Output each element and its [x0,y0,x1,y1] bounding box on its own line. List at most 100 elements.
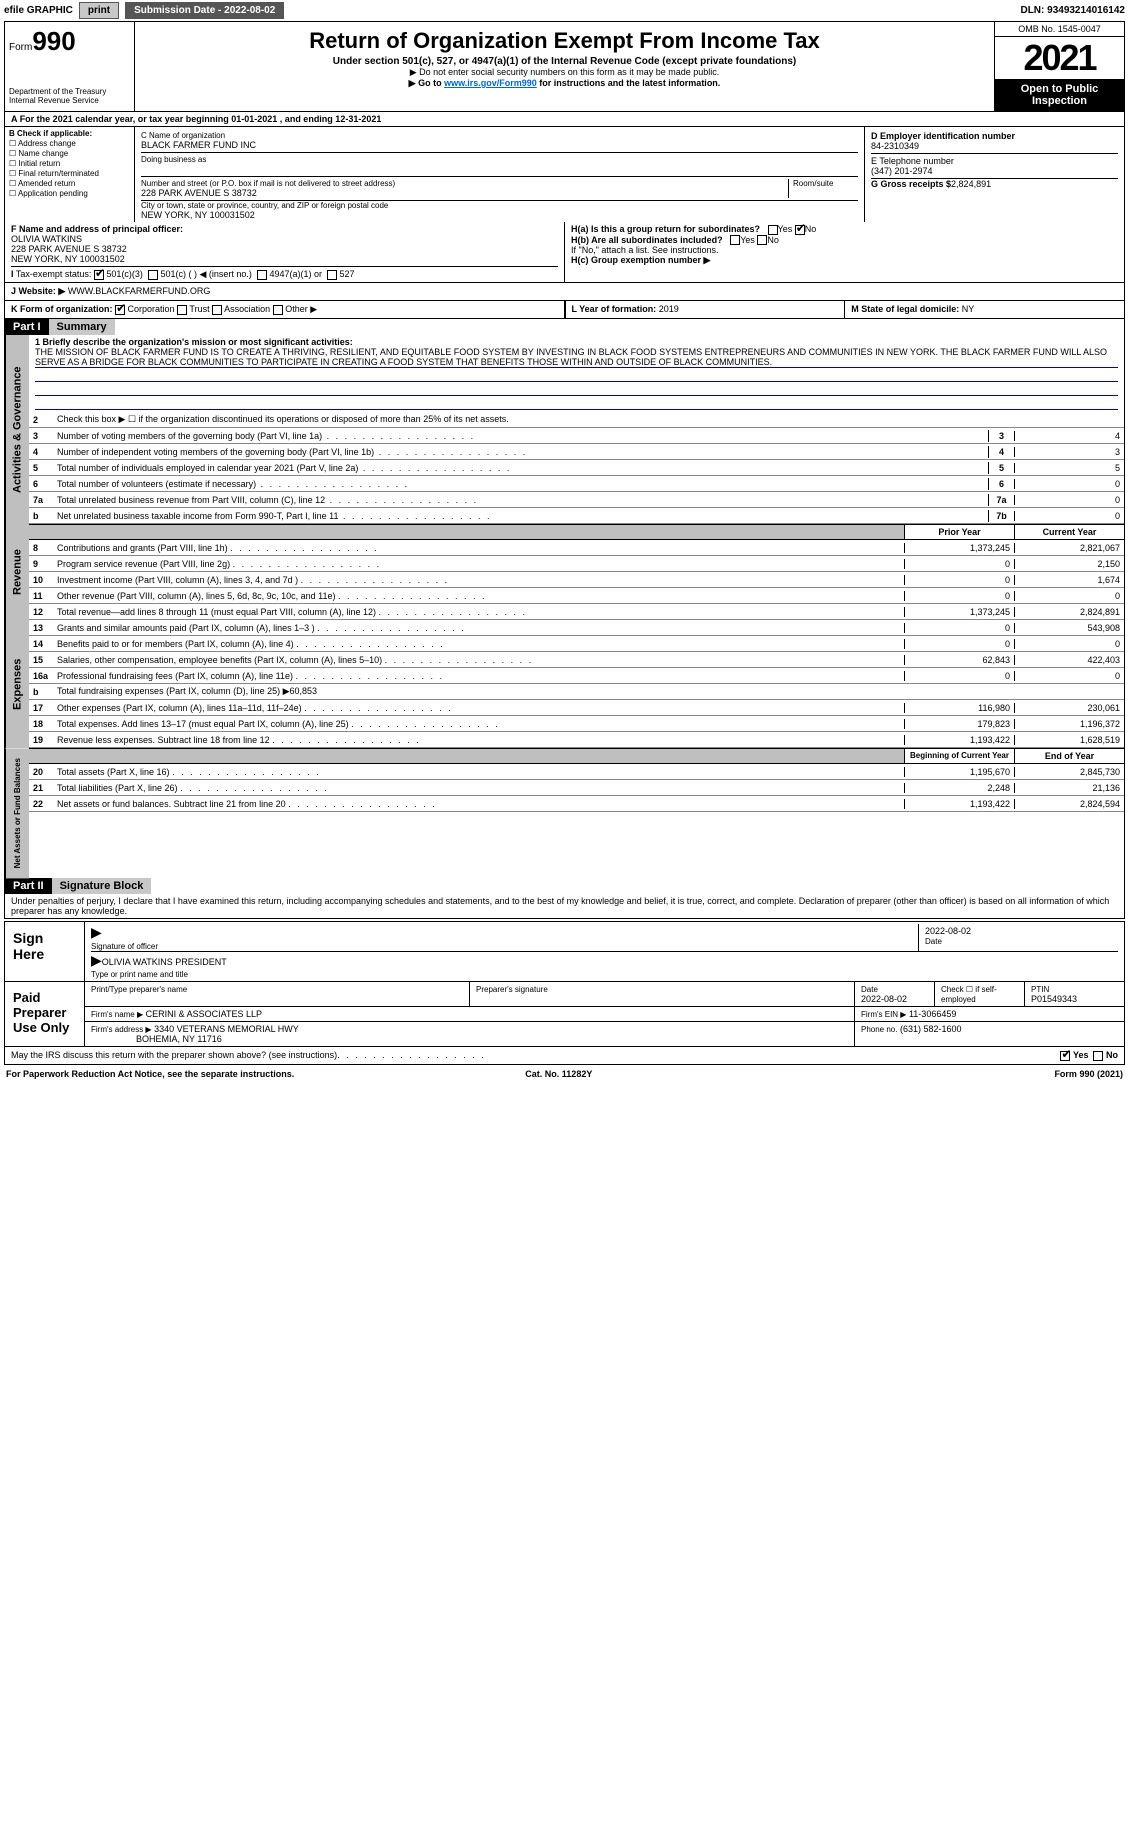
note1: ▶ Do not enter social security numbers o… [139,67,990,78]
self-emp-lbl: Check ☐ if self-employed [941,985,997,1004]
period-text: For the 2021 calendar year, or tax year … [20,114,382,124]
chk-pending[interactable]: ☐ Application pending [9,189,130,198]
chk-4947[interactable] [257,270,267,280]
submission-button[interactable]: Submission Date - 2022-08-02 [125,2,284,19]
ptin-val: P01549343 [1031,994,1077,1004]
phone-val: (347) 201-2974 [871,166,933,176]
mission-text: THE MISSION OF BLACK FARMER FUND IS TO C… [35,347,1118,368]
firm-phone-lbl: Phone no. [861,1025,897,1034]
chk-trust[interactable] [177,305,187,315]
dept-label: Department of the Treasury [9,87,130,96]
line: 11Other revenue (Part VIII, column (A), … [29,588,1124,604]
block-fgh: F Name and address of principal officer:… [5,222,1124,283]
part1-exp: Expenses 13Grants and similar amounts pa… [5,620,1124,748]
dba-lbl: Doing business as [141,155,858,164]
beg-hdr: Beginning of Current Year [904,748,1014,764]
box-m: M State of legal domicile: NY [844,301,1124,318]
footer-right: Form 990 (2021) [1054,1069,1123,1079]
box-a: A [11,114,17,124]
officer-addr2: NEW YORK, NY 100031502 [11,254,125,264]
gross-val: 2,824,891 [951,179,991,189]
h-note: If "No," attach a list. See instructions… [571,245,1118,255]
line: 17Other expenses (Part IX, column (A), l… [29,700,1124,716]
line: 6Total number of volunteers (estimate if… [29,476,1124,492]
ha-no[interactable] [795,225,805,235]
tax-status-lbl: Tax-exempt status: [16,269,92,279]
discuss-no[interactable] [1093,1051,1103,1061]
chk-final[interactable]: ☐ Final return/terminated [9,169,130,178]
hb-yes[interactable] [730,235,740,245]
phone-lbl: E Telephone number [871,156,954,166]
sidebar-net: Net Assets or Fund Balances [5,748,29,878]
line: 4Number of independent voting members of… [29,444,1124,460]
end-hdr: End of Year [1014,748,1124,764]
box-k: K Form of organization: Corporation Trus… [5,301,565,318]
chk-amended[interactable]: ☐ Amended return [9,179,130,188]
line: bNet unrelated business taxable income f… [29,508,1124,524]
part1-gov: Activities & Governance 1 Briefly descri… [5,335,1124,524]
chk-corp[interactable] [115,305,125,315]
row-klm: K Form of organization: Corporation Trus… [5,301,1124,319]
block-bcde: B Check if applicable: ☐ Address change … [5,127,1124,222]
box-b-label: B Check if applicable: [9,129,92,138]
website-lbl: Website: ▶ [19,286,66,296]
chk-assoc[interactable] [212,305,222,315]
chk-527[interactable] [327,270,337,280]
box-h: H(a) Is this a group return for subordin… [565,222,1124,282]
box-i: I Tax-exempt status: 501(c)(3) 501(c) ( … [11,266,558,280]
irs-link[interactable]: www.irs.gov/Form990 [444,78,537,88]
name-lbl: Type or print name and title [91,970,188,979]
line: 21Total liabilities (Part X, line 26) 2,… [29,780,1124,796]
chk-501c3[interactable] [94,270,104,280]
curr-hdr: Current Year [1014,524,1124,540]
note2-prefix: ▶ Go to [409,78,444,88]
form-title: Return of Organization Exempt From Incom… [139,28,990,54]
firm-lbl: Firm's name ▶ [91,1010,143,1019]
line: 10Investment income (Part VIII, column (… [29,572,1124,588]
row-j: J Website: ▶ WWW.BLACKFARMERFUND.ORG [5,283,1124,301]
ha-yes[interactable] [768,225,778,235]
city-lbl: City or town, state or province, country… [141,201,858,210]
tax-year: 2021 [995,37,1124,79]
part1-rev: Revenue Prior YearCurrent Year 8Contribu… [5,524,1124,620]
org-city: NEW YORK, NY 100031502 [141,210,858,220]
addr-lbl: Number and street (or P.O. box if mail i… [141,179,788,188]
discuss-yes[interactable] [1060,1051,1070,1061]
line: bTotal fundraising expenses (Part IX, co… [29,684,1124,700]
omb-label: OMB No. 1545-0047 [995,22,1124,37]
chk-address[interactable]: ☐ Address change [9,139,130,148]
form-header: Form990 Department of the Treasury Inter… [5,22,1124,112]
line2: Check this box ▶ ☐ if the organization d… [53,414,1124,425]
line: 15Salaries, other compensation, employee… [29,652,1124,668]
page-footer: For Paperwork Reduction Act Notice, see … [0,1067,1129,1081]
box-b: B Check if applicable: ☐ Address change … [5,127,135,222]
ein-val: 84-2310349 [871,141,919,151]
ha-lbl: H(a) Is this a group return for subordin… [571,224,760,234]
ein-lbl: D Employer identification number [871,131,1015,141]
irs-label: Internal Revenue Service [9,96,130,105]
prep-sig-lbl: Preparer's signature [476,985,548,994]
k-lbl: K Form of organization: [11,304,113,314]
part2-header: Part IISignature Block [5,878,1124,894]
firm-phone: (631) 582-1600 [900,1024,962,1034]
box-c: C Name of organization BLACK FARMER FUND… [135,127,864,222]
period-row: A For the 2021 calendar year, or tax yea… [5,112,1124,127]
chk-initial[interactable]: ☐ Initial return [9,159,130,168]
org-name: BLACK FARMER FUND INC [141,140,858,150]
hc-lbl: H(c) Group exemption number ▶ [571,255,710,265]
print-button[interactable]: print [79,2,119,19]
firm-ein: 11-3066459 [909,1009,956,1019]
inspection-label: Open to Public Inspection [995,79,1124,111]
signer-name: OLIVIA WATKINS PRESIDENT [102,957,227,967]
dln-label: DLN: 93493214016142 [1020,5,1125,16]
discuss-text: May the IRS discuss this return with the… [11,1050,337,1061]
line: 16aProfessional fundraising fees (Part I… [29,668,1124,684]
chk-other[interactable] [273,305,283,315]
box-f: F Name and address of principal officer:… [5,222,565,282]
chk-501c[interactable] [148,270,158,280]
hb-no[interactable] [757,235,767,245]
header-left: Form990 Department of the Treasury Inter… [5,22,135,111]
prep-date: 2022-08-02 [861,994,907,1004]
box-de: D Employer identification number 84-2310… [864,127,1124,222]
chk-name[interactable]: ☐ Name change [9,149,130,158]
